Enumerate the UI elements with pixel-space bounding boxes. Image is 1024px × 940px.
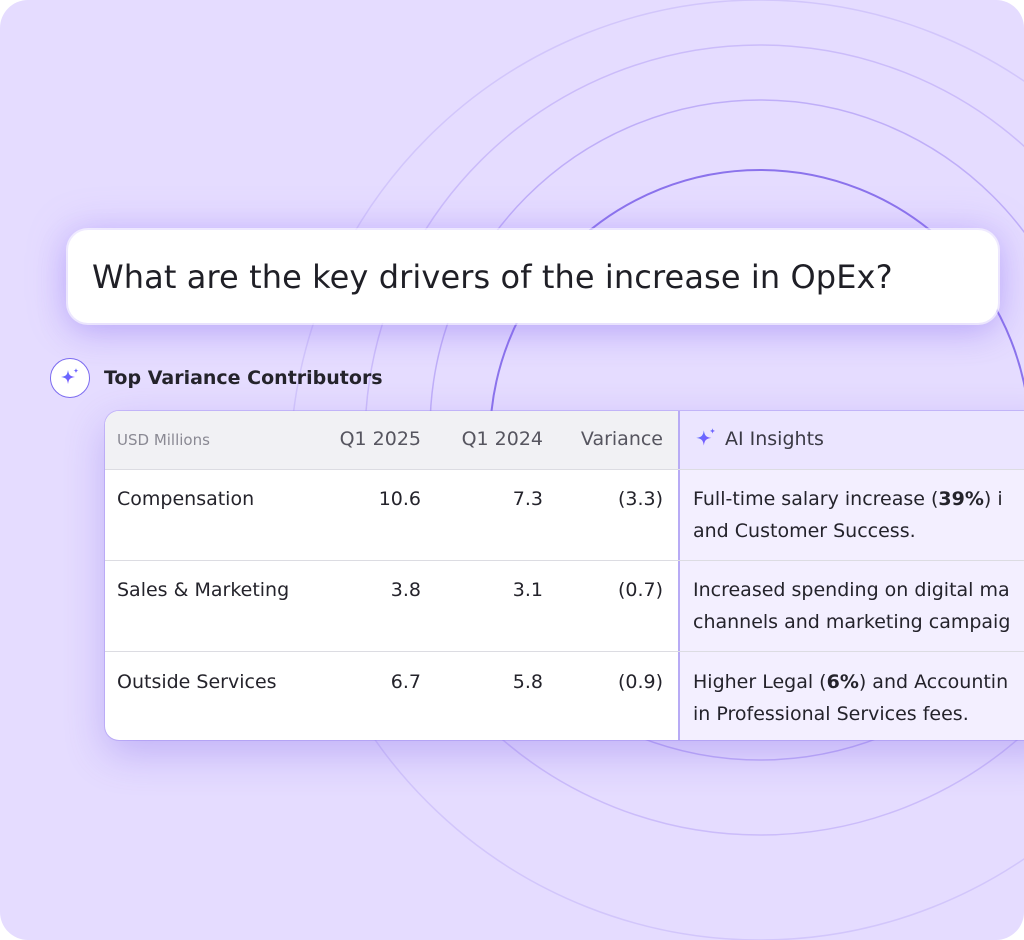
row-insight: Increased spending on digital ma channel… — [693, 579, 1011, 633]
row-category: Sales & Marketing — [117, 579, 290, 601]
row-q1-2024: 7.3 — [512, 488, 543, 510]
insights-header: AI Insights — [693, 426, 824, 452]
question-input[interactable]: What are the key drivers of the increase… — [68, 230, 998, 323]
insights-header-bg — [680, 411, 1024, 469]
row-variance: (0.7) — [617, 579, 663, 601]
row-category: Compensation — [117, 488, 255, 510]
table-header-row — [105, 411, 678, 469]
row-divider — [105, 651, 1024, 652]
row-divider — [105, 469, 1024, 470]
column-divider — [678, 411, 680, 740]
section-header: Top Variance Contributors — [50, 358, 383, 398]
row-category: Outside Services — [117, 671, 277, 693]
sparkle-icon — [50, 358, 90, 398]
column-header-q1-2024: Q1 2024 — [461, 428, 543, 450]
row-variance: (0.9) — [617, 671, 663, 693]
column-header-q1-2025: Q1 2025 — [339, 428, 421, 450]
row-q1-2025: 6.7 — [390, 671, 421, 693]
row-q1-2025: 10.6 — [378, 488, 421, 510]
row-q1-2025: 3.8 — [390, 579, 421, 601]
row-insight: Higher Legal (6%) and Accountin in Profe… — [693, 671, 1009, 725]
row-insight: Full-time salary increase (39%) i and Cu… — [693, 488, 1003, 542]
section-title: Top Variance Contributors — [104, 367, 383, 389]
unit-label: USD Millions — [117, 431, 210, 449]
column-header-variance: Variance — [580, 428, 663, 450]
row-q1-2024: 5.8 — [512, 671, 543, 693]
row-q1-2024: 3.1 — [512, 579, 543, 601]
variance-table: USD Millions Q1 2025 Q1 2024 Variance AI… — [105, 411, 1024, 740]
insights-header-label: AI Insights — [725, 428, 824, 450]
question-text: What are the key drivers of the increase… — [92, 257, 893, 296]
sparkle-icon — [696, 428, 716, 446]
row-divider — [105, 560, 1024, 561]
row-variance: (3.3) — [617, 488, 663, 510]
